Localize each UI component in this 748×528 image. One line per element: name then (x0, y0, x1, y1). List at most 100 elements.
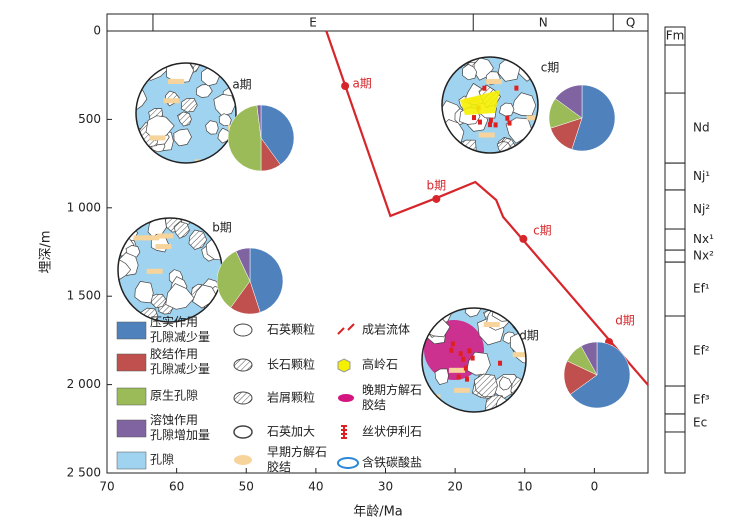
x-tick-label: 60 (169, 480, 184, 494)
kaolinite (460, 90, 500, 115)
legend-label: 孔隙减少量 (150, 330, 210, 344)
legend-label: 溶蚀作用 (150, 412, 198, 427)
illite (493, 122, 498, 128)
pie-slice (249, 247, 284, 313)
x-tick-label: 20 (447, 480, 462, 494)
calcite (149, 135, 166, 141)
legend-label: 岩屑颗粒 (267, 390, 315, 405)
legend-label: 胶结作用 (150, 346, 198, 361)
legend-label: 孔隙 (150, 453, 174, 467)
pie-slice (554, 84, 583, 119)
illite (514, 85, 519, 91)
stage-label: d期 (615, 313, 635, 327)
stage-point (432, 194, 441, 203)
grain (205, 120, 219, 135)
formation-label: Ec (693, 415, 707, 429)
calcite (526, 115, 538, 121)
calcite (483, 322, 500, 328)
legend-label: 胶结 (362, 397, 386, 412)
grains (422, 308, 526, 412)
y-tick-label: 2 500 (67, 466, 101, 480)
grain (498, 102, 515, 117)
legend-icon (233, 323, 253, 337)
illite (505, 115, 510, 121)
y-tick-label: 0 (93, 24, 101, 38)
formation-interval (664, 162, 686, 191)
legend-label: 成岩流体 (362, 322, 410, 337)
legend-label: 长石颗粒 (267, 357, 315, 372)
grain (464, 308, 482, 318)
illite (461, 356, 466, 362)
grain (142, 63, 162, 73)
grain (118, 258, 132, 281)
pie-label: b期 (212, 221, 232, 235)
calcite (163, 98, 180, 104)
formation-interval (664, 261, 686, 317)
grain (137, 63, 152, 79)
illite (487, 122, 492, 128)
legend-icon (338, 394, 354, 402)
legend-label: 石英加大 (267, 425, 315, 439)
formation-interval (664, 413, 686, 433)
x-tick-label: 50 (239, 480, 254, 494)
calcite (133, 235, 150, 241)
illite (458, 351, 463, 357)
illite (456, 374, 461, 380)
x-tick-label: 40 (308, 480, 323, 494)
grain (213, 94, 236, 117)
legend-label: 高岭石 (362, 357, 398, 372)
legend-icon (337, 358, 351, 373)
calcite (143, 235, 160, 241)
legend-swatch (116, 387, 147, 406)
grain (134, 281, 154, 304)
illite (507, 120, 512, 126)
legend-label: 胶结 (267, 459, 291, 474)
illite (488, 117, 493, 123)
grain (462, 63, 478, 81)
legend-icon (337, 323, 355, 335)
legend-label: 孔隙增加量 (150, 428, 210, 442)
burial-line (325, 30, 649, 386)
pie-label: a期 (232, 78, 251, 92)
thin-section (441, 56, 539, 154)
formation-label: Nj² (693, 202, 710, 216)
legend-label: 压实作用 (150, 314, 198, 329)
grain (442, 57, 464, 70)
illite (477, 119, 482, 125)
y-tick-label: 1 000 (67, 200, 101, 214)
legend-label: 含铁碳酸盐 (362, 455, 422, 470)
formation-interval (664, 315, 686, 387)
legend-icon (341, 425, 347, 439)
legend-label: 晚期方解石 (362, 382, 422, 397)
thin-section (421, 307, 527, 413)
grain (499, 376, 513, 391)
formation-column (664, 44, 686, 474)
legend-swatch (116, 419, 147, 438)
thin-section-rim (421, 307, 527, 413)
grain (511, 92, 537, 116)
period-strip (106, 13, 649, 32)
grain (424, 308, 442, 318)
legend-label: 孔隙减少量 (150, 362, 210, 376)
formation-label: Ef² (693, 344, 710, 358)
pie-slice (235, 247, 251, 282)
illite (450, 341, 455, 347)
legend-icon (233, 425, 253, 439)
grains (136, 63, 236, 163)
stage-point (341, 81, 350, 90)
stage-label: c期 (533, 223, 552, 237)
pie-slice (256, 104, 262, 139)
formation-interval (664, 249, 686, 263)
formation-label: Nx² (693, 249, 714, 263)
x-tick-label: 10 (517, 480, 532, 494)
formation-interval (664, 92, 686, 164)
x-axis-label: 年龄/Ma (353, 505, 403, 520)
illite (471, 115, 476, 121)
thin-section (117, 217, 223, 323)
grains (442, 57, 538, 153)
calcite (454, 387, 471, 393)
stage-label: b期 (427, 178, 447, 192)
formation-header: Fm (666, 29, 685, 43)
legend-label: 丝状伊利石 (362, 425, 422, 439)
